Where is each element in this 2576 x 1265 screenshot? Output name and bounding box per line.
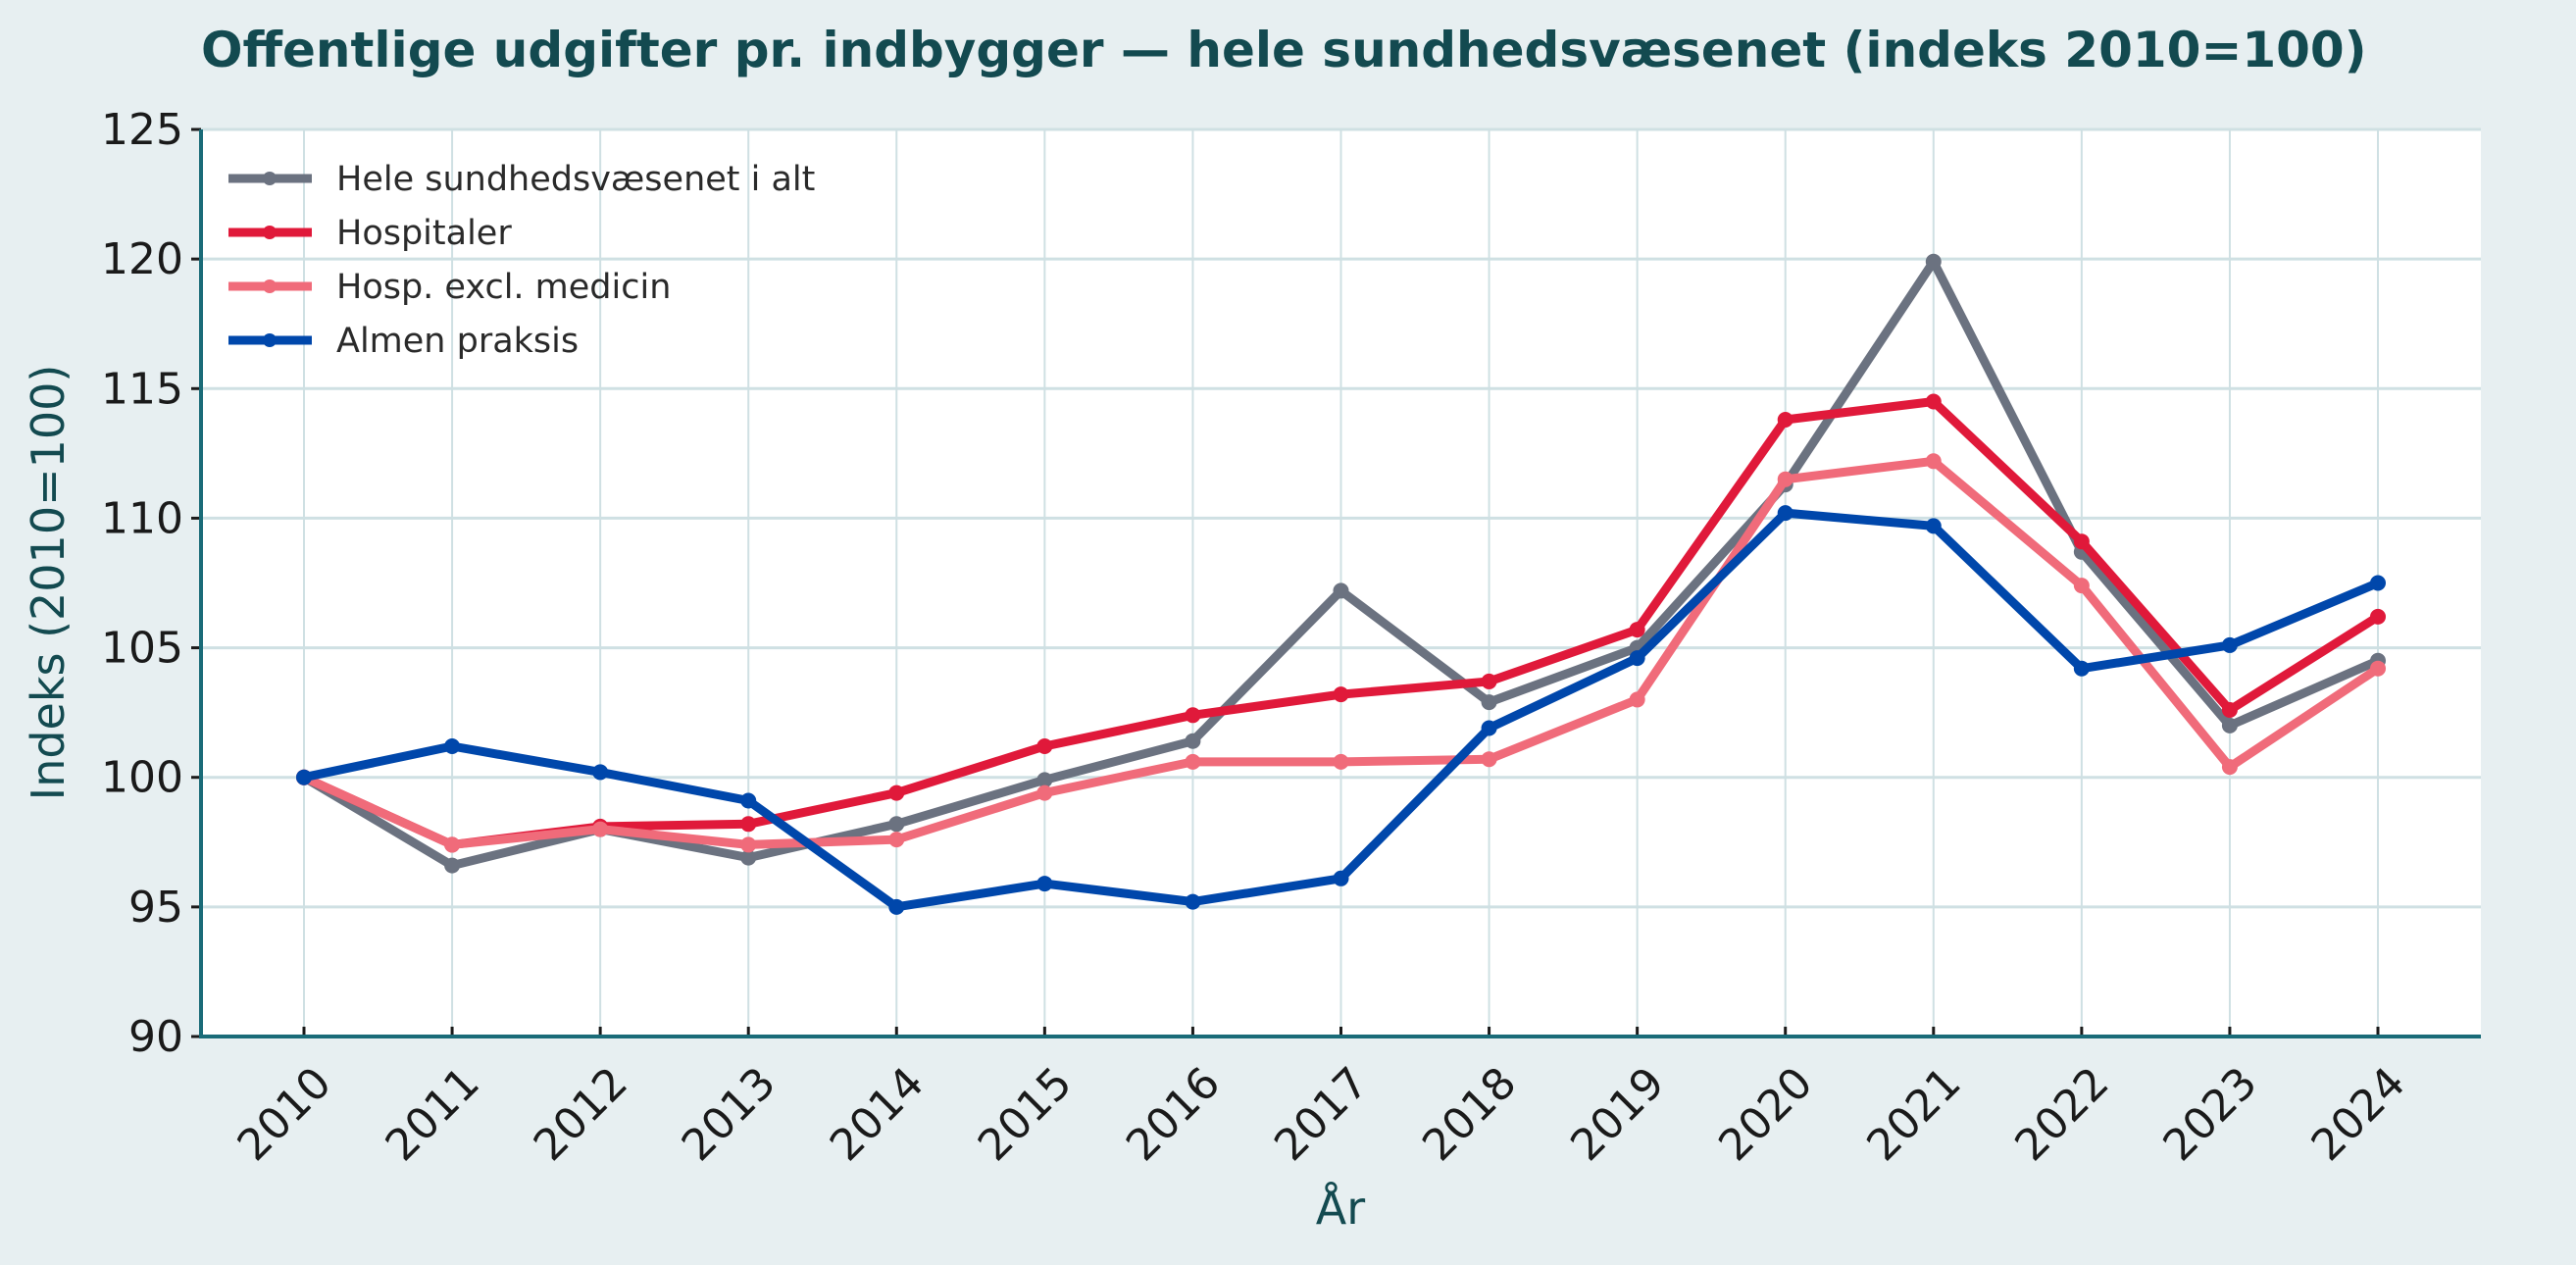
y-tick-label: 95 — [128, 883, 183, 933]
x-tick-label: 2019 — [1561, 1058, 1674, 1171]
x-tick-label: 2010 — [228, 1058, 341, 1171]
legend-swatch-marker — [263, 172, 277, 185]
y-tick-label: 90 — [128, 1012, 183, 1062]
data-point — [2221, 636, 2238, 653]
data-point — [1925, 453, 1942, 470]
y-tick-label: 120 — [101, 234, 183, 284]
data-point — [1481, 751, 1497, 768]
x-tick-label: 2021 — [1857, 1058, 1970, 1171]
x-tick-label: 2018 — [1413, 1058, 1526, 1171]
legend-label: Hospitaler — [336, 214, 512, 253]
data-point — [888, 898, 905, 915]
data-point — [740, 849, 757, 866]
legend-item: Almen praksis — [228, 322, 579, 361]
legend-swatch-marker — [263, 226, 277, 239]
data-point — [1185, 733, 1201, 749]
data-point — [1185, 753, 1201, 770]
data-point — [2370, 608, 2386, 625]
series-almen-praksis — [296, 505, 2386, 915]
data-point — [1036, 772, 1053, 788]
data-point — [1481, 720, 1497, 736]
data-point — [1777, 412, 1793, 428]
legend-label: Hosp. excl. medicin — [336, 268, 671, 307]
legend-swatch-marker — [263, 333, 277, 347]
data-point — [592, 764, 609, 781]
data-point — [1629, 650, 1645, 667]
y-axis-label: Indeks (2010=100) — [22, 365, 75, 801]
data-point — [2073, 578, 2090, 594]
data-point — [1925, 393, 1942, 410]
x-tick-label: 2012 — [525, 1058, 637, 1171]
data-point — [740, 816, 757, 833]
data-point — [1777, 505, 1793, 522]
data-point — [1481, 673, 1497, 689]
data-point — [1036, 784, 1053, 801]
series-hosp-excl-medicin — [296, 453, 2386, 853]
legend-label: Hele sundhedsvæsenet i alt — [336, 160, 815, 199]
data-point — [1036, 738, 1053, 754]
data-point — [888, 784, 905, 801]
x-tick-label: 2022 — [2005, 1058, 2118, 1171]
legend-swatch-marker — [263, 279, 277, 293]
y-tick-label: 115 — [101, 364, 183, 414]
y-tick-label: 125 — [101, 105, 183, 155]
data-point — [1185, 707, 1201, 724]
data-point — [1036, 876, 1053, 892]
data-point — [444, 836, 461, 853]
data-point — [2370, 660, 2386, 677]
data-point — [444, 738, 461, 754]
y-tick-label: 100 — [101, 753, 183, 803]
data-point — [2221, 759, 2238, 776]
data-point — [2370, 575, 2386, 591]
data-point — [2073, 533, 2090, 550]
y-tick-label: 110 — [101, 493, 183, 543]
data-point — [592, 821, 609, 837]
x-tick-label: 2020 — [1709, 1058, 1822, 1171]
data-point — [1629, 691, 1645, 708]
data-point — [2073, 660, 2090, 677]
data-point — [888, 816, 905, 833]
data-point — [1333, 686, 1349, 703]
x-axis-label: År — [1316, 1182, 1365, 1235]
chart-title: Offentlige udgifter pr. indbygger — hele… — [201, 22, 2367, 78]
legend-item: Hosp. excl. medicin — [228, 268, 671, 307]
data-point — [2221, 717, 2238, 734]
x-tick-label: 2023 — [2153, 1058, 2266, 1171]
x-tick-label: 2013 — [673, 1058, 785, 1171]
data-point — [888, 832, 905, 848]
data-point — [1481, 694, 1497, 711]
data-point — [1925, 518, 1942, 534]
series-group — [296, 253, 2386, 915]
x-tick-label: 2016 — [1117, 1058, 1230, 1171]
data-point — [1333, 753, 1349, 770]
y-tick-label: 105 — [101, 624, 183, 674]
data-point — [444, 857, 461, 874]
data-point — [296, 769, 312, 785]
x-tick-label: 2024 — [2302, 1058, 2415, 1171]
x-tick-label: 2017 — [1265, 1058, 1378, 1171]
data-point — [2221, 702, 2238, 718]
data-point — [1925, 253, 1942, 270]
data-point — [740, 792, 757, 809]
legend-label: Almen praksis — [336, 322, 579, 361]
x-tick-label: 2014 — [821, 1058, 934, 1171]
legend-item: Hospitaler — [228, 214, 512, 253]
x-tick-label: 2011 — [377, 1058, 489, 1171]
data-point — [1333, 582, 1349, 599]
data-point — [1333, 870, 1349, 886]
legend-item: Hele sundhedsvæsenet i alt — [228, 160, 815, 199]
grid — [201, 127, 2481, 1038]
data-point — [1777, 471, 1793, 487]
x-tick-label: 2015 — [969, 1058, 1082, 1171]
data-point — [1185, 893, 1201, 910]
data-point — [1629, 622, 1645, 638]
data-point — [740, 836, 757, 853]
legend: Hele sundhedsvæsenet i alt Hospitaler Hosp… — [228, 160, 815, 361]
